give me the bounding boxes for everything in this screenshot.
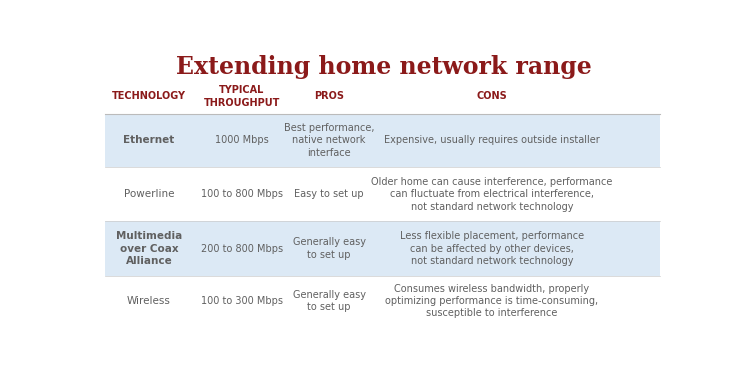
Text: 200 to 800 Mbps: 200 to 800 Mbps: [201, 244, 283, 254]
Text: Multimedia
over Coax
Alliance: Multimedia over Coax Alliance: [116, 231, 182, 266]
Text: TECHNOLOGY: TECHNOLOGY: [112, 91, 186, 101]
Text: Powerline: Powerline: [124, 189, 174, 199]
Text: PROS: PROS: [314, 91, 344, 101]
Text: Wireless: Wireless: [127, 296, 171, 306]
Text: Extending home network range: Extending home network range: [176, 55, 592, 79]
Text: Best performance,
native network
interface: Best performance, native network interfa…: [284, 123, 374, 158]
Text: TYPICAL
THROUGHPUT: TYPICAL THROUGHPUT: [204, 85, 280, 108]
Text: Ethernet: Ethernet: [123, 135, 175, 145]
Text: Generally easy
to set up: Generally easy to set up: [292, 290, 366, 312]
Bar: [105, 222, 661, 276]
Text: Older home can cause interference, performance
can fluctuate from electrical int: Older home can cause interference, perfo…: [371, 177, 613, 211]
Text: 1000 Mbps: 1000 Mbps: [215, 135, 268, 145]
Text: Easy to set up: Easy to set up: [294, 189, 364, 199]
Text: 100 to 800 Mbps: 100 to 800 Mbps: [201, 189, 283, 199]
Text: Expensive, usually requires outside installer: Expensive, usually requires outside inst…: [384, 135, 600, 145]
Text: 100 to 300 Mbps: 100 to 300 Mbps: [201, 296, 283, 306]
Text: te: te: [690, 339, 703, 351]
Text: Consumes wireless bandwidth, properly
optimizing performance is time-consuming,
: Consumes wireless bandwidth, properly op…: [386, 284, 598, 319]
Text: Generally easy
to set up: Generally easy to set up: [292, 238, 366, 260]
Text: CONS: CONS: [476, 91, 507, 101]
Bar: [105, 114, 661, 167]
Text: Less flexible placement, performance
can be affected by other devices,
not stand: Less flexible placement, performance can…: [400, 231, 584, 266]
